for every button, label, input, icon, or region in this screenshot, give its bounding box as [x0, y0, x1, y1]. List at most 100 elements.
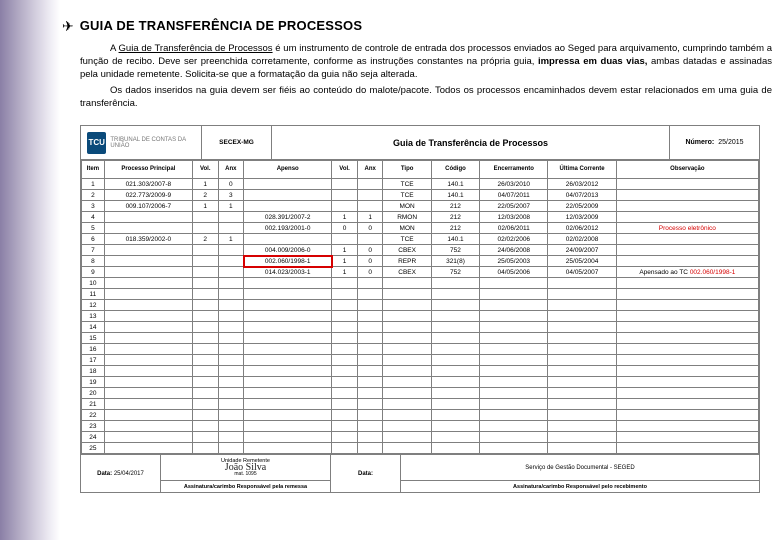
data-value: 25/04/2017 — [114, 471, 144, 477]
table-cell — [192, 443, 218, 454]
airplane-icon: ✈ — [62, 19, 74, 33]
paragraph-2: Os dados inseridos na guia devem ser fié… — [80, 85, 772, 111]
page-content: ✈ GUIA DE TRANSFERÊNCIA DE PROCESSOS A G… — [62, 18, 772, 493]
table-cell — [218, 388, 244, 399]
table-row: 12 — [82, 300, 759, 311]
table-cell — [244, 344, 332, 355]
table-cell — [357, 355, 383, 366]
table-cell — [357, 190, 383, 201]
table-cell: 321(8) — [431, 256, 479, 267]
table-cell: MON — [383, 223, 431, 234]
table-cell — [192, 333, 218, 344]
table-cell — [244, 388, 332, 399]
table-row: 22 — [82, 410, 759, 421]
table-cell — [104, 256, 192, 267]
table-cell — [480, 322, 548, 333]
table-cell — [548, 421, 616, 432]
table-cell: 17 — [82, 355, 105, 366]
table-cell — [480, 388, 548, 399]
table-cell — [548, 432, 616, 443]
table-cell — [332, 388, 358, 399]
table-cell — [431, 410, 479, 421]
table-cell — [332, 333, 358, 344]
table-cell — [244, 399, 332, 410]
table-cell — [383, 311, 431, 322]
table-row: 4028.391/2007-211RMON21212/03/200812/03/… — [82, 212, 759, 223]
form-figure: TCU TRIBUNAL DE CONTAS DA UNIÃO SECEX-MG… — [80, 125, 760, 493]
table-cell-obs — [616, 355, 758, 366]
table-cell: 02/06/2011 — [480, 223, 548, 234]
table-cell — [218, 443, 244, 454]
table-cell — [357, 289, 383, 300]
table-cell-obs — [616, 256, 758, 267]
footer-data2: Data: — [331, 455, 401, 492]
col-header: Código — [431, 161, 479, 179]
table-cell: 04/07/2013 — [548, 190, 616, 201]
table-cell-obs — [616, 322, 758, 333]
table-cell — [332, 278, 358, 289]
table-cell — [192, 267, 218, 278]
table-cell — [431, 399, 479, 410]
table-cell: 1 — [218, 201, 244, 212]
col-header: Apenso — [244, 161, 332, 179]
table-cell — [357, 410, 383, 421]
table-cell — [104, 289, 192, 300]
table-cell: 02/02/2006 — [480, 234, 548, 245]
table-cell — [383, 421, 431, 432]
form-title: Guia de Transferência de Processos — [271, 126, 669, 159]
table-cell: 1 — [82, 179, 105, 190]
table-cell — [192, 399, 218, 410]
table-cell-obs — [616, 344, 758, 355]
table-cell-obs: Apensado ao TC 002.060/1998-1 — [616, 267, 758, 278]
table-cell-obs — [616, 179, 758, 190]
table-cell — [192, 322, 218, 333]
table-cell: MON — [383, 201, 431, 212]
table-cell — [218, 355, 244, 366]
table-cell — [431, 289, 479, 300]
table-cell: 1 — [332, 212, 358, 223]
table-cell-obs — [616, 245, 758, 256]
table-cell — [104, 245, 192, 256]
table-cell — [332, 289, 358, 300]
table-cell — [357, 322, 383, 333]
table-cell — [357, 333, 383, 344]
table-cell — [218, 366, 244, 377]
p2-text: Os dados inseridos na guia devem ser fié… — [80, 85, 772, 109]
table-cell — [104, 278, 192, 289]
table-cell-obs — [616, 366, 758, 377]
table-cell — [332, 311, 358, 322]
table-cell: 018.359/2002-0 — [104, 234, 192, 245]
table-cell — [192, 300, 218, 311]
col-header: Vol. — [332, 161, 358, 179]
table-row: 14 — [82, 322, 759, 333]
table-cell: 22/05/2009 — [548, 201, 616, 212]
data-label: Data: — [97, 471, 112, 477]
table-cell: 12 — [82, 300, 105, 311]
table-cell — [431, 421, 479, 432]
table-cell — [431, 278, 479, 289]
table-cell: 004.009/2006-0 — [244, 245, 332, 256]
table-cell: 0 — [357, 256, 383, 267]
table-cell — [104, 333, 192, 344]
section-heading: ✈ GUIA DE TRANSFERÊNCIA DE PROCESSOS — [62, 18, 772, 33]
table-cell — [383, 322, 431, 333]
table-cell: 4 — [82, 212, 105, 223]
table-cell: 2 — [192, 234, 218, 245]
table-cell — [548, 443, 616, 454]
table-row: 10 — [82, 278, 759, 289]
table-row: 24 — [82, 432, 759, 443]
table-cell: 2 — [82, 190, 105, 201]
table-row: 18 — [82, 366, 759, 377]
table-cell — [480, 300, 548, 311]
table-head: ItemProcesso PrincipalVol.AnxApensoVol.A… — [82, 161, 759, 179]
table-cell — [480, 432, 548, 443]
table-cell — [244, 322, 332, 333]
table-cell — [332, 421, 358, 432]
table-cell — [192, 245, 218, 256]
table-row: 9014.023/2003-110CBEX75204/05/200604/05/… — [82, 267, 759, 278]
table-cell: 12/03/2008 — [480, 212, 548, 223]
table-cell — [104, 410, 192, 421]
table-row: 19 — [82, 377, 759, 388]
table-cell: TCE — [383, 234, 431, 245]
table-row: 20 — [82, 388, 759, 399]
